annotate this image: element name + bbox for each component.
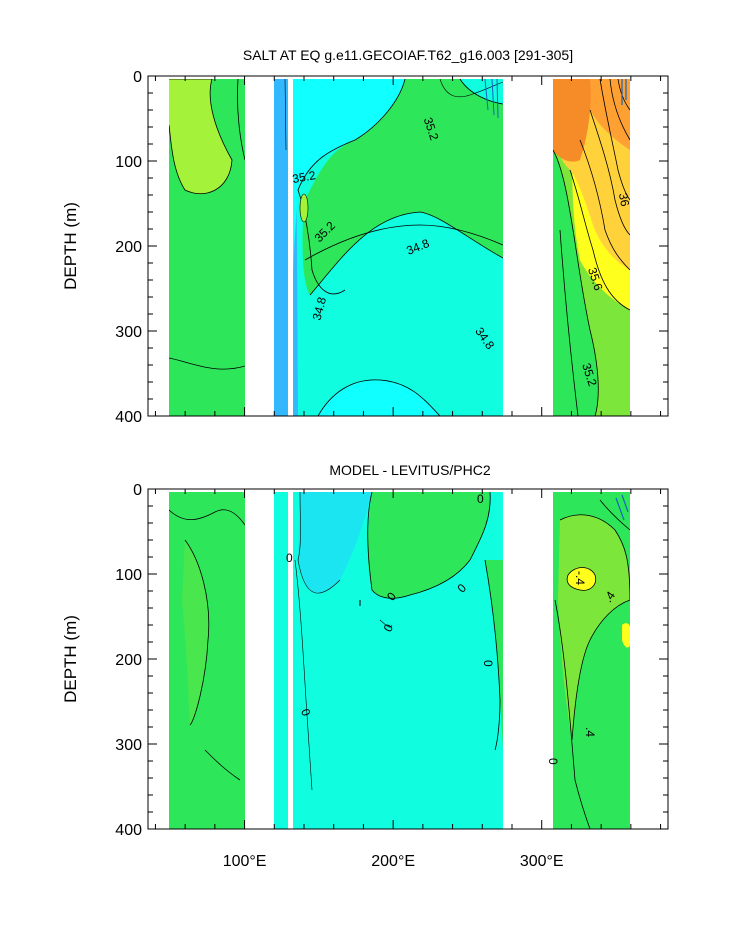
- y-tick-label: 200: [115, 239, 142, 256]
- x-tick-label: 100°E: [223, 853, 267, 870]
- panel-top-ticks: 0 100 200 300 400: [115, 69, 668, 426]
- y-tick-label: 100: [115, 154, 142, 171]
- y-tick-label: 200: [115, 652, 142, 669]
- field-top-atlantic-green: [553, 150, 599, 416]
- contour-label: 35.2: [291, 168, 317, 186]
- field-bot-west-darker: [182, 540, 209, 725]
- contour-label: 0: [298, 707, 314, 718]
- field-bot-pacific-cyan: [298, 492, 372, 594]
- contour-label: .4: [583, 727, 597, 737]
- contour-label: 0: [286, 551, 293, 565]
- field-bot-west: [169, 492, 245, 829]
- field-top-west-high: [169, 79, 232, 194]
- field-top-atlantic-dark: [553, 79, 591, 162]
- land-top-2: [288, 79, 293, 416]
- y-tick-label: 0: [133, 69, 142, 86]
- panel-bottom-title: MODEL - LEVITUS/PHC2: [329, 462, 491, 478]
- panel-bottom: MODEL - LEVITUS/PHC2: [61, 462, 669, 839]
- contour-label: 36: [616, 192, 632, 208]
- x-tick-label: 300°E: [520, 853, 564, 870]
- land-bot-4: [630, 492, 668, 829]
- field-top-pacific-green: [302, 79, 503, 295]
- panel-top: SALT AT EQ g.e11.GECOIAF.T62_g16.003 [29…: [61, 47, 669, 426]
- field-top-pacific-cyan-top: [292, 79, 405, 300]
- land-bot-3: [503, 492, 553, 829]
- land-top-3: [503, 79, 553, 416]
- contour-label: 34.8: [310, 295, 330, 321]
- contour-label: 35.6: [585, 266, 606, 293]
- field-bot-pacific-green-east: [485, 560, 503, 750]
- x-tick-label: 200°E: [371, 853, 415, 870]
- field-bot-atlantic-yellow-2: [622, 623, 632, 648]
- y-tick-label: 0: [133, 482, 142, 499]
- contour-label: 0: [477, 492, 484, 506]
- land-bot-2: [288, 492, 293, 829]
- land-top-1: [245, 79, 274, 416]
- y-tick-label: 400: [115, 822, 142, 839]
- contour-label: 35.2: [421, 116, 442, 143]
- contour-label: -.4: [573, 571, 587, 585]
- contour-label: 0: [546, 758, 560, 765]
- y-tick-label: 300: [115, 737, 142, 754]
- field-top-pacific-blob: [299, 193, 309, 223]
- panel-bottom-ticks: 0 100 200 300 400: [115, 482, 668, 839]
- y-tick-label: 100: [115, 567, 142, 584]
- land-top-4: [630, 79, 668, 416]
- field-bot-atlantic-yellow: [567, 567, 596, 591]
- contour-label: 35.2: [579, 361, 600, 388]
- x-tick-labels: 100°E 200°E 300°E: [223, 853, 564, 870]
- panel-bottom-ylabel: DEPTH (m): [61, 615, 80, 703]
- y-tick-label: 400: [115, 409, 142, 426]
- panel-bottom-field: [148, 489, 668, 829]
- panel-top-title: SALT AT EQ g.e11.GECOIAF.T62_g16.003 [29…: [243, 47, 573, 63]
- field-bot-pacific-green: [367, 492, 491, 599]
- contour-label: 0: [481, 660, 495, 667]
- y-tick-label: 300: [115, 324, 142, 341]
- panel-top-ylabel: DEPTH (m): [61, 202, 80, 290]
- panel-top-field: [148, 76, 668, 416]
- land-bot-1: [245, 492, 274, 829]
